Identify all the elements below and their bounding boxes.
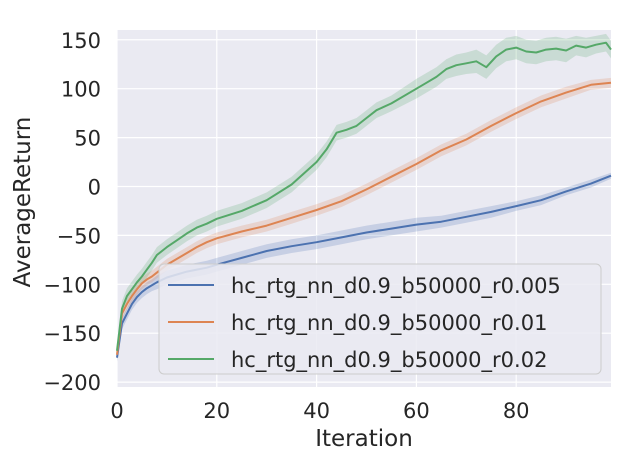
y-tick-label: 0 bbox=[88, 175, 101, 199]
series-line-1 bbox=[116, 174, 612, 358]
y-tick-label: −150 bbox=[43, 322, 101, 346]
x-tick-label: 40 bbox=[303, 399, 330, 423]
x-tick-label: 80 bbox=[503, 399, 530, 423]
series-lines bbox=[116, 41, 612, 358]
x-tick-label: 0 bbox=[110, 399, 123, 423]
x-axis-label: Iteration bbox=[315, 426, 413, 452]
legend-label: hc_rtg_nn_d0.9_b50000_r0.02 bbox=[231, 348, 547, 373]
x-tick-label: 20 bbox=[203, 399, 230, 423]
y-tick-label: 50 bbox=[74, 127, 101, 151]
legend-label: hc_rtg_nn_d0.9_b50000_r0.005 bbox=[231, 274, 561, 299]
series-line-3 bbox=[116, 41, 612, 351]
y-tick-label: −200 bbox=[43, 371, 101, 395]
legend-label: hc_rtg_nn_d0.9_b50000_r0.01 bbox=[231, 311, 547, 336]
x-tick-label: 60 bbox=[403, 399, 430, 423]
y-axis-label: AverageReturn bbox=[10, 117, 36, 288]
y-tick-label: 150 bbox=[61, 29, 101, 53]
legend: hc_rtg_nn_d0.9_b50000_r0.005 hc_rtg_nn_d0… bbox=[158, 263, 602, 375]
y-tick-label: −50 bbox=[57, 224, 101, 248]
series-line-2 bbox=[116, 81, 612, 355]
y-tick-label: 100 bbox=[61, 78, 101, 102]
legend-box bbox=[158, 263, 602, 375]
x-tick-labels: 0 20 40 60 80 bbox=[110, 399, 529, 423]
y-tick-label: −100 bbox=[43, 273, 101, 297]
y-tick-labels: −200 −150 −100 −50 0 50 100 150 bbox=[43, 29, 101, 395]
